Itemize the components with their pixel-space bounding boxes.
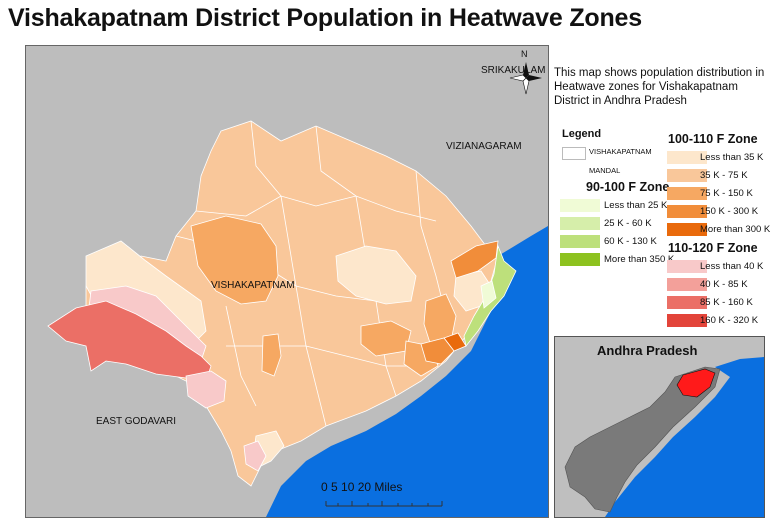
legend-swatch xyxy=(667,260,707,273)
inset-title: Andhra Pradesh xyxy=(597,343,698,358)
legend-item-label: Less than 35 K xyxy=(700,152,764,163)
legend-item-label: 75 K - 150 K xyxy=(700,188,753,199)
district-map-canvas xyxy=(26,46,548,517)
legend-swatch xyxy=(667,223,707,236)
legend-item-label: 60 K - 130 K xyxy=(604,236,657,247)
legend-item-label: More than 350 K xyxy=(604,254,675,265)
scale-bar-label: 0 5 10 20 Miles xyxy=(321,480,403,494)
map-title: Vishakapatnam District Population in Hea… xyxy=(8,4,642,32)
vishakapatnam-highlight xyxy=(676,368,716,398)
mandal-pink-coast xyxy=(243,440,267,472)
label-srikakulam: SRIKAKULAM xyxy=(481,65,546,76)
legend-swatch xyxy=(667,187,707,200)
mandal-light-center xyxy=(335,245,417,305)
mandal-orange-southwest xyxy=(261,333,282,377)
label-vishakapatnam: VISHAKAPATNAM xyxy=(211,280,295,291)
zone-100-110-title: 100-110 F Zone xyxy=(668,132,758,146)
legend-swatch xyxy=(560,199,600,212)
label-east-godavari: EAST GODAVARI xyxy=(96,416,177,427)
legend-item-label: Less than 25 K xyxy=(604,200,668,211)
legend-swatch xyxy=(560,217,600,230)
mandal-pink-south xyxy=(185,370,227,409)
sea-area xyxy=(266,226,548,517)
legend-swatch xyxy=(560,253,600,266)
legend-swatch xyxy=(667,314,707,327)
legend-item-label: 35 K - 75 K xyxy=(700,170,748,181)
legend-title: Legend xyxy=(562,128,602,140)
legend-item-label: 40 K - 85 K xyxy=(700,279,748,290)
legend-item-label: More than 300 K xyxy=(700,224,771,235)
legend-swatch xyxy=(667,278,707,291)
zone-110-120-title: 110-120 F Zone xyxy=(668,241,758,255)
legend-item-label: 160 K - 320 K xyxy=(700,315,759,326)
inset-map[interactable]: Andhra Pradesh xyxy=(554,336,765,518)
map-description: This map shows population distribution i… xyxy=(554,67,765,107)
label-vizianagaram: VIZIANAGARAM xyxy=(446,141,522,152)
legend-swatch xyxy=(667,296,707,309)
north-label: N xyxy=(521,49,528,59)
mandal-label-line1: VISHAKAPATNAM xyxy=(589,147,652,156)
legend-swatch xyxy=(667,151,707,164)
legend-swatch xyxy=(560,235,600,248)
mandal-label-line2: MANDAL xyxy=(589,166,621,175)
legend-swatch xyxy=(667,205,707,218)
north-arrow-icon xyxy=(509,62,542,95)
mandal-orange-coastal xyxy=(420,337,455,365)
main-map[interactable]: SRIKAKULAM N VIZIANAGARAM VISHAKAPATNAM … xyxy=(25,45,549,518)
andhra-pradesh-state xyxy=(564,366,721,513)
legend-item-label: 85 K - 160 K xyxy=(700,297,753,308)
mandal-green-light xyxy=(480,280,497,309)
sea-area xyxy=(605,357,764,517)
zone-90-100-title: 90-100 F Zone xyxy=(586,180,670,194)
mandal-orange-vishakapatnam xyxy=(190,215,279,305)
legend-item-label: Less than 40 K xyxy=(700,261,764,272)
scale-bar-icon xyxy=(325,501,443,507)
mandal-swatch xyxy=(562,147,586,160)
legend-item-label: 150 K - 300 K xyxy=(700,206,759,217)
legend-item-label: 25 K - 60 K xyxy=(604,218,652,229)
legend-swatch xyxy=(667,169,707,182)
inset-map-canvas xyxy=(564,357,764,517)
